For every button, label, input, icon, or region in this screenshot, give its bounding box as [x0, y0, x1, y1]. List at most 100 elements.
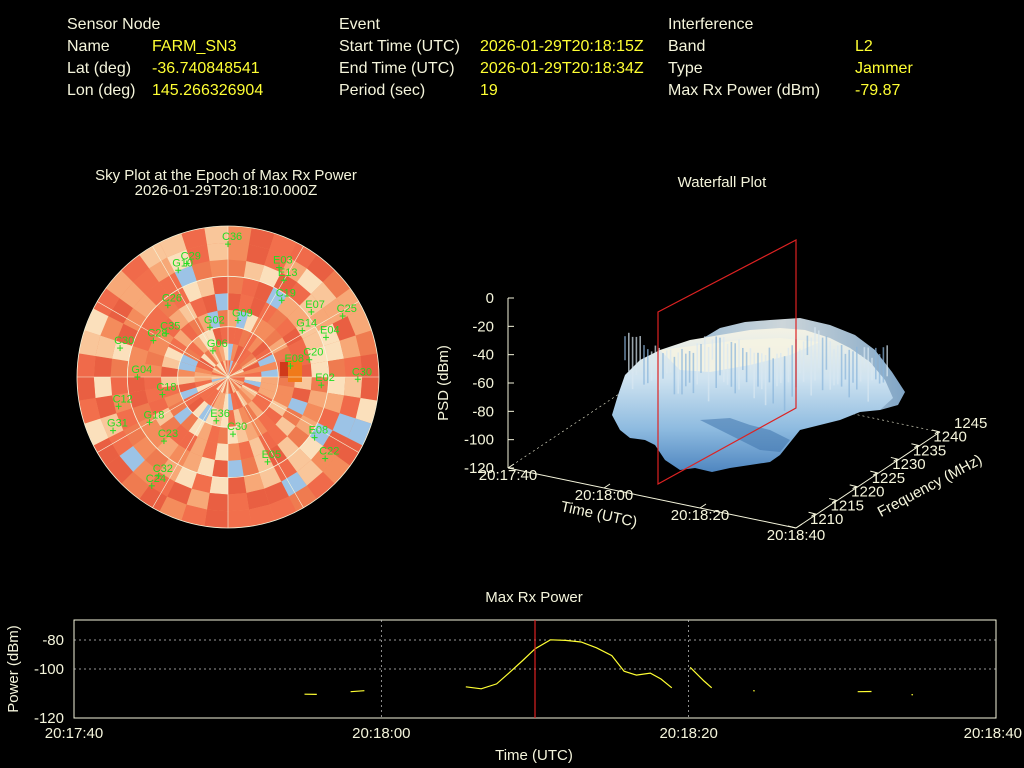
power-trace-segment	[350, 690, 365, 693]
time-tick-label: 20:18:40	[767, 527, 825, 544]
sky-cell	[275, 317, 296, 338]
satellite-label: C35	[160, 321, 180, 333]
sky-cell	[258, 431, 278, 452]
time-tick-mark	[699, 503, 707, 509]
sky-cell	[112, 392, 133, 414]
sensor-name-row: Name FARM_SN3	[67, 36, 263, 58]
sky-cell	[127, 361, 146, 377]
sensor-lat-value: -36.740848541	[152, 60, 260, 77]
sky-cell	[197, 421, 213, 441]
sky-cell	[191, 261, 213, 282]
sky-cell	[238, 329, 251, 348]
sensor-name-value: FARM_SN3	[152, 38, 237, 55]
sky-cell	[242, 361, 260, 372]
sky-cell	[132, 331, 154, 352]
sky-cell	[241, 456, 260, 477]
sky-cell	[112, 340, 133, 362]
sky-cell	[178, 302, 198, 323]
sky-cell	[241, 357, 258, 370]
sky-cell	[164, 346, 184, 362]
sky-cell	[228, 492, 249, 512]
satellite-label: C30	[114, 335, 134, 347]
sky-cell	[228, 374, 245, 377]
event-period-value: 19	[480, 82, 498, 99]
sky-cell	[204, 509, 228, 528]
sky-grid-radial	[227, 376, 304, 508]
freq-tick-label: 1235	[913, 442, 946, 459]
satellite-marker: E08	[309, 425, 328, 441]
sky-cell	[269, 496, 297, 521]
waterfall-back-edge	[651, 371, 941, 433]
sky-cell	[194, 377, 212, 383]
sky-cell	[180, 412, 199, 432]
sky-cell	[243, 366, 262, 375]
satellite-marker: E08	[284, 353, 304, 369]
satellite-label: C28	[147, 328, 167, 340]
sky-cell	[235, 424, 249, 444]
sky-cell	[189, 436, 208, 457]
z-tick-label: -60	[472, 375, 494, 392]
sky-cell	[139, 485, 168, 512]
freq-tick-label: 1230	[892, 456, 925, 473]
sky-cell	[241, 384, 258, 397]
sky-cell	[187, 396, 205, 413]
satellite-marker: C30	[352, 366, 372, 383]
satellite-label: E04	[320, 324, 340, 336]
sky-cell	[214, 365, 228, 377]
sky-cell	[309, 307, 333, 332]
sky-cell	[153, 407, 174, 427]
sky-cell	[317, 408, 340, 431]
sky-cell	[168, 309, 189, 330]
sky-cell	[84, 418, 109, 446]
sky-cell	[228, 293, 242, 311]
sky-cell	[257, 322, 276, 342]
satellite-label: G06	[207, 338, 228, 350]
satellite-marker: C32	[153, 463, 173, 479]
sky-cell	[343, 377, 363, 398]
sky-cell	[214, 443, 228, 461]
interference-power-value: -79.87	[855, 82, 901, 99]
sky-cell	[123, 422, 147, 447]
satellite-marker: E03	[273, 255, 293, 271]
sky-cell	[228, 242, 249, 262]
sensor-lat-row: Lat (deg) -36.740848541	[67, 58, 263, 80]
freq-tick-mark	[911, 443, 920, 447]
satellite-label: G31	[107, 418, 128, 430]
z-tick-label: -40	[472, 347, 494, 364]
sky-cell	[228, 393, 234, 411]
satellite-label: C22	[319, 446, 339, 458]
sky-cell	[212, 345, 223, 363]
sky-cell	[228, 343, 234, 361]
sky-cell	[119, 446, 145, 472]
sky-cell	[253, 281, 274, 303]
interference-band-value: L2	[855, 38, 873, 55]
sky-cell	[214, 377, 228, 389]
sky-cell	[266, 287, 288, 310]
satellite-marker: E02	[315, 372, 335, 389]
sky-cell	[216, 377, 228, 391]
sky-cell	[211, 374, 228, 377]
sky-cell	[332, 316, 356, 341]
sky-cell	[273, 272, 298, 296]
sky-cell	[228, 377, 231, 394]
sky-cell	[267, 309, 288, 330]
satellite-label: C26	[162, 292, 182, 304]
sky-cell	[259, 361, 278, 372]
sky-cell	[225, 360, 228, 377]
sky-cell	[228, 476, 247, 495]
sky-cell	[173, 406, 193, 425]
satellite-label: C12	[113, 393, 133, 405]
sky-cell	[230, 392, 239, 411]
interference-heading: Interference	[668, 16, 754, 33]
satellite-marker: C18	[156, 382, 177, 398]
sky-cell	[167, 481, 192, 505]
sky-cell	[233, 391, 244, 409]
sky-cell	[100, 316, 124, 341]
satellite-label: C20	[303, 347, 323, 359]
satellite-label: E02	[315, 372, 335, 384]
sky-cell	[248, 297, 267, 318]
waterfall-surface-spikes	[624, 327, 889, 411]
sky-cell	[138, 317, 161, 339]
sky-cell	[144, 363, 162, 377]
time-tick-label: 20:18:00	[575, 487, 633, 504]
